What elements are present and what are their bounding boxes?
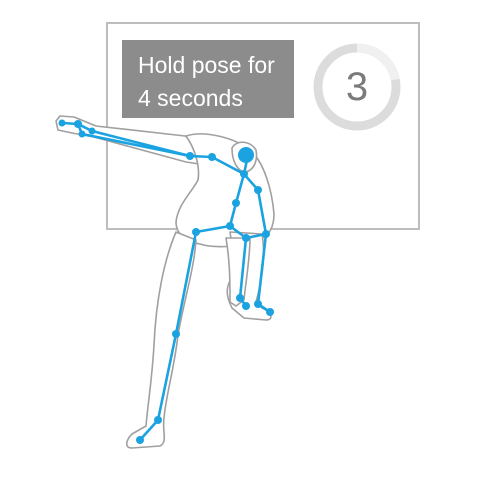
countdown-ring-progress <box>356 43 400 81</box>
countdown-number: 3 <box>345 64 369 109</box>
instruction-line-2: 4 seconds <box>138 85 243 111</box>
instruction-box: Hold pose for 4 seconds <box>122 40 294 118</box>
skeleton-joints <box>58 119 274 444</box>
skeleton-bones <box>60 121 272 442</box>
instruction-line-1: Hold pose for <box>138 52 275 78</box>
head-joint <box>238 147 254 163</box>
